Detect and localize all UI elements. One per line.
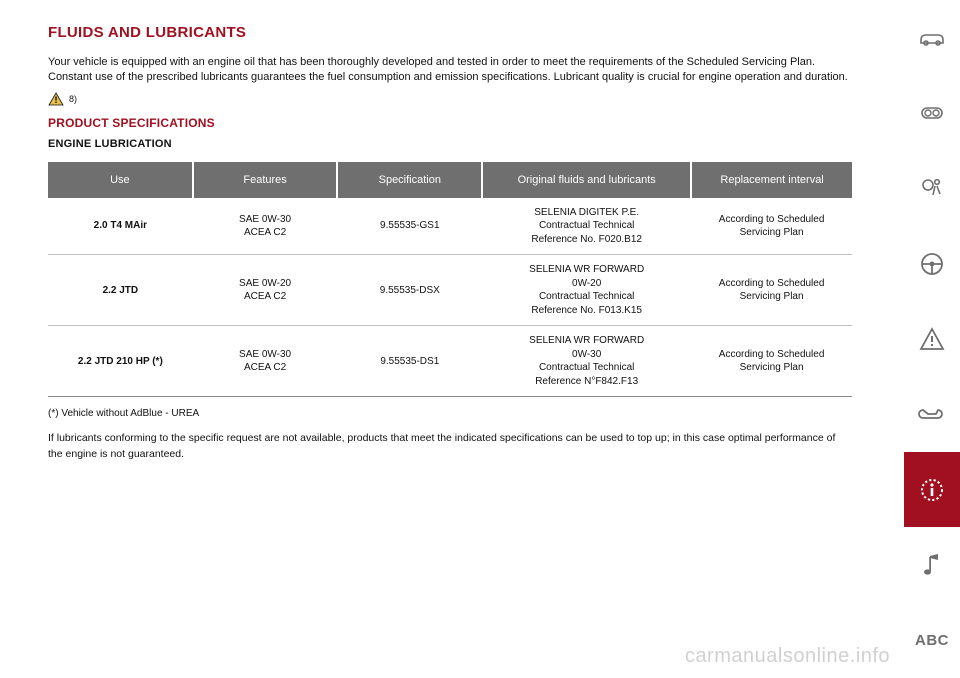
warning-icon <box>48 92 64 106</box>
cell-specification: 9.55535-DS1 <box>337 326 482 397</box>
page-title: FLUIDS AND LUBRICANTS <box>48 24 852 41</box>
cell-original-fluids: SELENIA DIGITEK P.E.Contractual Technica… <box>482 198 691 255</box>
subsection-heading: ENGINE LUBRICATION <box>48 138 852 150</box>
sidebar-tab-steering[interactable] <box>904 226 960 301</box>
cell-replacement: According to Scheduled Servicing Plan <box>691 326 852 397</box>
cell-features: SAE 0W-30ACEA C2 <box>193 198 338 255</box>
page-content: FLUIDS AND LUBRICANTS Your vehicle is eq… <box>0 0 880 486</box>
col-header-specification: Specification <box>337 162 482 198</box>
music-note-icon <box>922 552 942 578</box>
wrench-icon <box>918 405 946 423</box>
cell-use: 2.0 T4 MAir <box>48 198 193 255</box>
watermark: carmanualsonline.info <box>685 645 890 668</box>
sidebar-tab-car[interactable] <box>904 0 960 75</box>
cell-replacement: According to Scheduled Servicing Plan <box>691 255 852 326</box>
table-row: 2.2 JTDSAE 0W-20ACEA C29.55535-DSXSELENI… <box>48 255 852 326</box>
spec-table: Use Features Specification Original flui… <box>48 162 852 397</box>
sidebar-tab-airbag[interactable] <box>904 151 960 226</box>
cell-use: 2.2 JTD 210 HP (*) <box>48 326 193 397</box>
steering-icon <box>919 251 945 277</box>
cell-features: SAE 0W-30ACEA C2 <box>193 326 338 397</box>
cell-original-fluids: SELENIA WR FORWARD0W-30Contractual Techn… <box>482 326 691 397</box>
col-header-original-fluids: Original fluids and lubricants <box>482 162 691 198</box>
sidebar-tab-wrench[interactable] <box>904 377 960 452</box>
cell-features: SAE 0W-20ACEA C2 <box>193 255 338 326</box>
table-row: 2.2 JTD 210 HP (*)SAE 0W-30ACEA C29.5553… <box>48 326 852 397</box>
spec-table-container: Use Features Specification Original flui… <box>48 162 852 398</box>
col-header-replacement: Replacement interval <box>691 162 852 198</box>
section-heading: PRODUCT SPECIFICATIONS <box>48 116 852 130</box>
car-icon <box>917 28 947 48</box>
cell-use: 2.2 JTD <box>48 255 193 326</box>
warning-triangle-icon <box>919 327 945 351</box>
abc-icon: ABC <box>915 632 949 649</box>
table-row: 2.0 T4 MAirSAE 0W-30ACEA C29.55535-GS1SE… <box>48 198 852 255</box>
section-tabs-sidebar: ABC <box>904 0 960 678</box>
warning-reference: 8) <box>48 92 852 106</box>
footnote-body: If lubricants conforming to the specific… <box>48 431 852 461</box>
warning-ref-number: 8) <box>69 94 77 104</box>
cell-specification: 9.55535-GS1 <box>337 198 482 255</box>
cell-original-fluids: SELENIA WR FORWARD0W-20Contractual Techn… <box>482 255 691 326</box>
col-header-use: Use <box>48 162 193 198</box>
sidebar-tab-dashboard[interactable] <box>904 75 960 150</box>
cell-replacement: According to Scheduled Servicing Plan <box>691 198 852 255</box>
info-icon <box>919 477 945 503</box>
table-header-row: Use Features Specification Original flui… <box>48 162 852 198</box>
sidebar-tab-info[interactable] <box>904 452 960 527</box>
dashboard-icon <box>917 103 947 123</box>
airbag-icon <box>919 175 945 201</box>
footnote-marker: (*) Vehicle without AdBlue - UREA <box>48 407 852 421</box>
intro-paragraph: Your vehicle is equipped with an engine … <box>48 55 852 86</box>
col-header-features: Features <box>193 162 338 198</box>
sidebar-tab-music-note[interactable] <box>904 527 960 602</box>
sidebar-tab-warning-triangle[interactable] <box>904 301 960 376</box>
sidebar-tab-abc[interactable]: ABC <box>904 603 960 678</box>
cell-specification: 9.55535-DSX <box>337 255 482 326</box>
